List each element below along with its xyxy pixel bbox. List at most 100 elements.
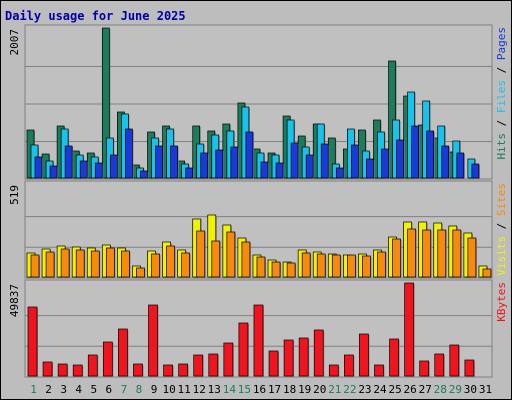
bar-pages-day-12 (200, 152, 209, 179)
x-tick-label-9: 9 (151, 383, 158, 396)
legend-pages: Pages (495, 27, 508, 60)
bar-sites-day-31 (482, 268, 492, 278)
bar-sites-day-3 (60, 248, 70, 278)
x-tick-label-1: 1 (30, 383, 37, 396)
bar-kbytes-day-19 (298, 337, 309, 377)
bar-pages-day-3 (64, 145, 73, 179)
series-sites (30, 228, 492, 278)
bar-kbytes-day-30 (464, 359, 475, 377)
bar-sites-day-15 (241, 241, 251, 278)
x-tick-label-14: 14 (223, 383, 237, 396)
bar-sites-day-14 (226, 231, 236, 278)
bar-pages-day-10 (170, 145, 178, 179)
bar-kbytes-day-3 (57, 363, 68, 377)
bar-pages-day-1 (34, 156, 43, 179)
legend-kbytes: KBytes (495, 282, 508, 322)
x-tick-label-30: 30 (464, 383, 477, 396)
x-tick-label-22: 22 (343, 383, 356, 396)
x-tick-label-8: 8 (136, 383, 143, 396)
bar-kbytes-day-17 (268, 350, 279, 377)
series-pages (34, 125, 480, 179)
x-tick-label-31: 31 (479, 383, 492, 396)
x-tick-label-3: 3 (60, 383, 67, 396)
bar-pages-day-9 (155, 145, 163, 179)
x-tick-label-11: 11 (178, 383, 191, 396)
series-kbytes (27, 282, 475, 377)
x-tick-label-20: 20 (313, 383, 326, 396)
bar-sites-day-11 (181, 252, 190, 278)
bar-pages-day-14 (230, 146, 239, 179)
svg-text:KBytes: KBytes (495, 282, 508, 322)
bar-pages-day-21 (335, 167, 344, 179)
bar-sites-day-18 (286, 262, 296, 278)
x-tick-label-12: 12 (193, 383, 206, 396)
bar-kbytes-day-11 (178, 363, 188, 377)
bar-sites-day-12 (196, 230, 206, 278)
bar-pages-day-29 (456, 152, 465, 179)
bar-kbytes-day-7 (118, 328, 128, 377)
bar-kbytes-day-1 (27, 306, 38, 377)
bar-hits-day-25 (388, 60, 396, 179)
panel-1-ymax-label: 2007 (8, 29, 21, 56)
x-tick-label-16: 16 (253, 383, 266, 396)
x-tick-label-2: 2 (45, 383, 52, 396)
svg-text:Visits / Sites: Visits / Sites (495, 183, 508, 276)
panel-3-legend: KBytes (495, 282, 508, 322)
bar-pages-day-4 (79, 160, 88, 179)
x-tick-label-25: 25 (388, 383, 401, 396)
bar-kbytes-day-25 (389, 338, 399, 377)
bar-sites-day-4 (75, 249, 85, 278)
bar-pages-day-30 (471, 163, 480, 179)
panel-1: 2007 (8, 24, 493, 180)
bar-kbytes-day-4 (72, 364, 83, 377)
x-tick-label-13: 13 (208, 383, 221, 396)
legend-visits: Visits (495, 236, 508, 276)
bar-kbytes-day-12 (193, 354, 204, 377)
bar-pages-day-6 (109, 154, 118, 179)
bar-sites-day-22 (347, 254, 356, 278)
x-tick-label-7: 7 (121, 383, 128, 396)
bar-sites-day-7 (121, 250, 130, 278)
bar-pages-day-8 (140, 170, 148, 179)
bar-pages-day-24 (381, 148, 389, 179)
bar-sites-day-24 (377, 251, 386, 278)
bar-sites-day-21 (331, 254, 341, 278)
bar-kbytes-day-13 (208, 353, 219, 377)
bar-kbytes-day-24 (374, 364, 384, 377)
x-tick-label-19: 19 (298, 383, 311, 396)
bar-sites-day-23 (362, 255, 371, 278)
bar-pages-day-28 (441, 145, 450, 179)
bar-kbytes-day-16 (253, 304, 264, 377)
x-tick-label-28: 28 (434, 383, 447, 396)
chart-title: Daily usage for June 2025 (5, 9, 186, 23)
x-tick-label-6: 6 (106, 383, 113, 396)
bar-sites-day-6 (105, 247, 115, 278)
bar-kbytes-day-15 (238, 322, 249, 377)
panel-1-legend: Hits / Files / Pages (495, 27, 508, 160)
bar-sites-day-25 (392, 238, 401, 278)
bar-kbytes-day-22 (344, 354, 354, 377)
bar-sites-day-16 (256, 256, 266, 278)
bar-sites-day-20 (316, 253, 326, 278)
x-tick-label-4: 4 (75, 383, 82, 396)
x-tick-label-24: 24 (373, 383, 387, 396)
bar-kbytes-day-20 (313, 329, 324, 377)
bar-sites-day-13 (211, 240, 221, 278)
x-tick-label-17: 17 (268, 383, 281, 396)
bar-kbytes-day-29 (449, 344, 460, 377)
bar-sites-day-1 (30, 254, 40, 278)
panel-2: 519 (8, 180, 493, 279)
panel-3: 49837 (8, 279, 493, 378)
bar-pages-day-25 (396, 139, 404, 179)
bar-pages-day-11 (185, 167, 193, 179)
bar-pages-day-23 (366, 158, 374, 179)
bar-kbytes-day-26 (404, 282, 414, 377)
bar-kbytes-day-10 (163, 364, 173, 377)
bar-pages-day-17 (275, 162, 284, 179)
bar-kbytes-day-9 (148, 304, 158, 377)
bar-sites-day-26 (407, 228, 416, 278)
bar-kbytes-day-23 (359, 333, 369, 377)
bar-sites-day-9 (151, 253, 160, 278)
bar-pages-day-13 (215, 149, 224, 179)
